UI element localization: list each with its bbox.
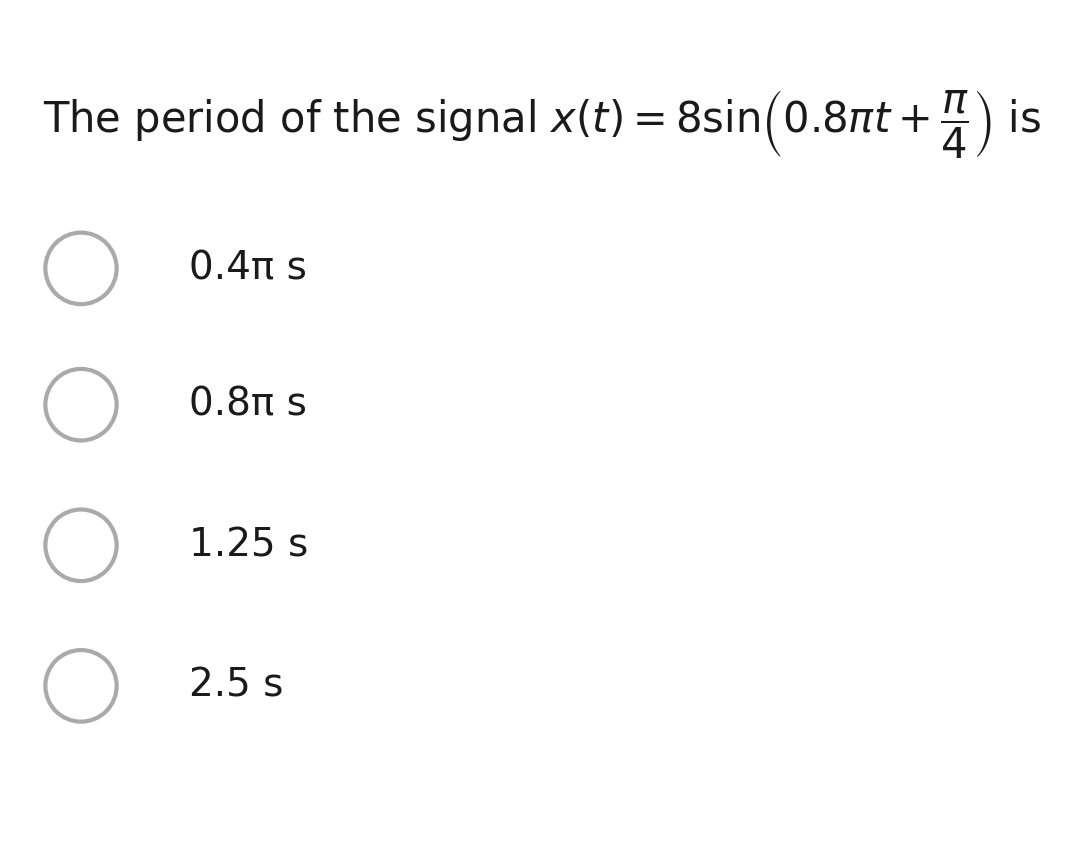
Text: 1.25 s: 1.25 s <box>189 527 308 564</box>
Text: 0.8π s: 0.8π s <box>189 386 307 423</box>
Text: 2.5 s: 2.5 s <box>189 667 283 705</box>
Text: The period of the signal $x(t) = 8\sin\!\left(0.8\pi t + \dfrac{\pi}{4}\right)$ : The period of the signal $x(t) = 8\sin\!… <box>43 89 1041 162</box>
Text: 0.4π s: 0.4π s <box>189 250 307 287</box>
